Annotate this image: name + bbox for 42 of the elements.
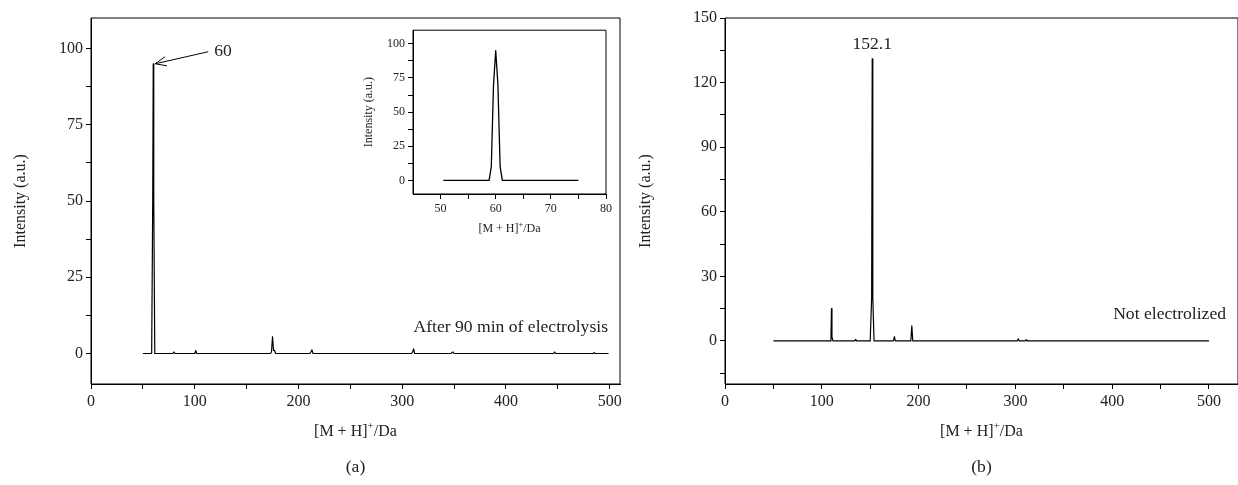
x-tick-label: 500 [1196, 391, 1221, 409]
x-tick-label: 60 [489, 201, 502, 216]
x-axis-title: [M + H]+/Da [940, 418, 1023, 439]
annotation: After 90 min of electrolysis [413, 315, 609, 336]
y-tick-label: 100 [387, 36, 405, 51]
y-tick-label: 50 [393, 104, 405, 119]
x-tick-label: 80 [600, 201, 612, 216]
y-tick-label: 75 [393, 70, 405, 85]
x-tick-label: 300 [390, 391, 415, 409]
x-tick-label: 300 [1003, 391, 1028, 409]
y-tick-label: 120 [693, 72, 717, 90]
x-tick-label: 0 [87, 391, 95, 409]
y-axis-title: Intensity (a.u.) [636, 154, 654, 248]
x-tick-label: 400 [1100, 391, 1125, 409]
y-tick-label: 0 [399, 172, 405, 187]
y-tick-label: 100 [59, 38, 83, 56]
text: (b) [971, 455, 992, 476]
x-tick-label: 50 [434, 201, 447, 216]
y-axis-title: Intensity (a.u.) [360, 76, 375, 148]
x-axis-title: [M + H]+/Da [314, 418, 397, 439]
y-tick-label: 30 [701, 266, 717, 284]
y-axis-title: Intensity (a.u.) [11, 154, 29, 248]
y-tick-label: 90 [701, 137, 717, 155]
y-tick-label: 25 [393, 138, 405, 153]
x-tick-label: 100 [182, 391, 207, 409]
x-tick-label: 0 [721, 391, 729, 409]
annotation: 60 [214, 40, 233, 61]
y-tick-label: 0 [75, 343, 83, 361]
y-tick-label: 150 [693, 8, 717, 26]
x-tick-label: 100 [809, 391, 834, 409]
annotation: 152.1 [852, 32, 893, 53]
annotation: Not electrolized [1113, 302, 1227, 323]
x-tick-label: 70 [544, 201, 557, 216]
y-tick-label: 25 [67, 267, 83, 285]
y-tick-label: 75 [67, 114, 83, 132]
x-tick-label: 400 [493, 391, 518, 409]
x-tick-label: 500 [597, 391, 622, 409]
x-axis-title: [M + H]+/Da [478, 220, 542, 236]
text: (a) [345, 455, 366, 476]
x-tick-label: 200 [286, 391, 311, 409]
y-tick-label: 0 [709, 331, 717, 349]
x-tick-label: 200 [906, 391, 931, 409]
